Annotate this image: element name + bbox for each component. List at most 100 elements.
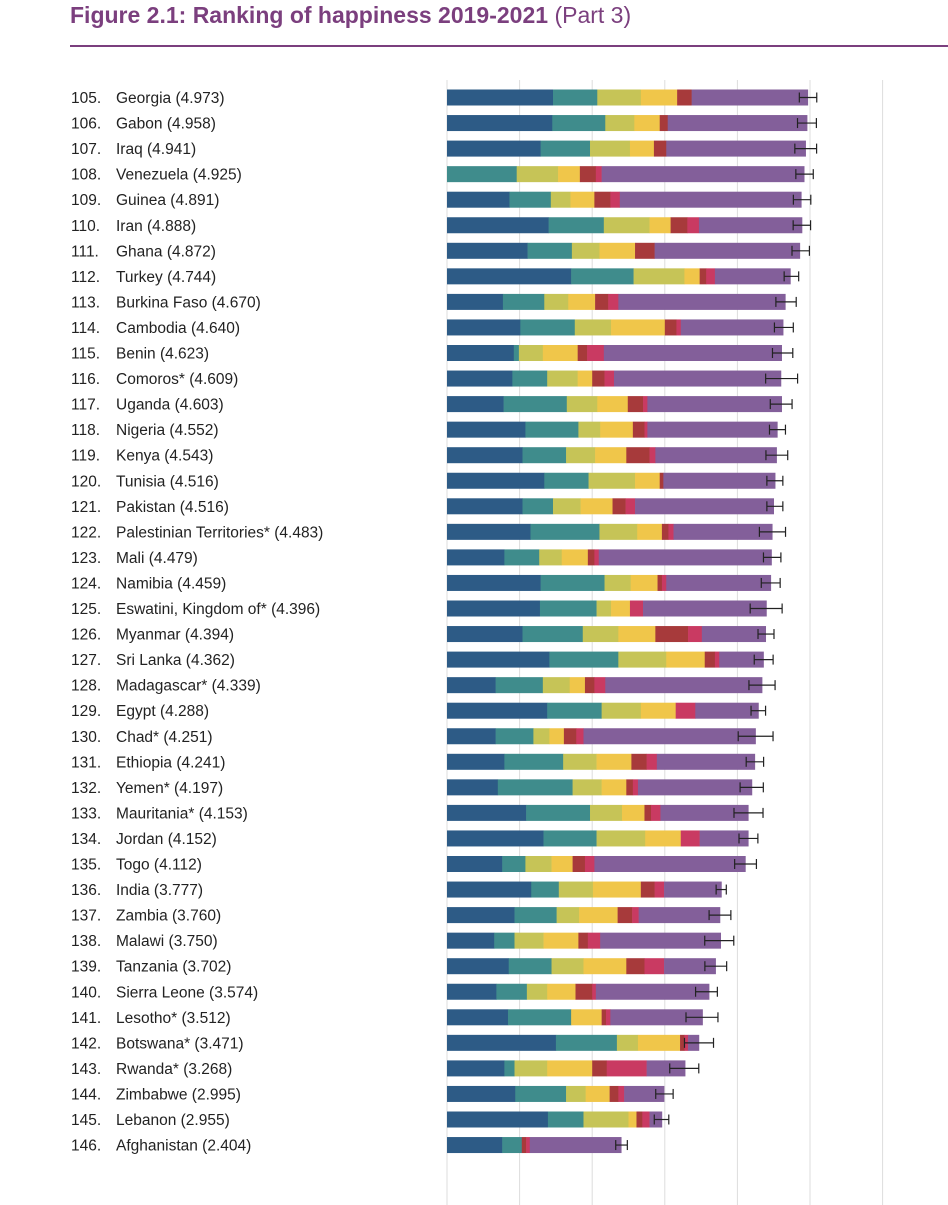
- bar-segment: [447, 549, 505, 566]
- country-label: Botswana* (3.471): [116, 1035, 244, 1052]
- bar-segment: [680, 830, 700, 847]
- figure-title-part: (Part 3): [554, 2, 632, 28]
- bar-segment: [447, 115, 553, 132]
- country-label: Iran (4.888): [116, 218, 196, 235]
- bar-segment: [540, 574, 605, 591]
- rank-label: 130.: [71, 729, 101, 746]
- bar-segment: [447, 472, 545, 489]
- rank-label: 114.: [71, 320, 100, 337]
- bar-segment: [447, 804, 527, 821]
- bar-segment: [597, 396, 629, 413]
- bar-segment: [649, 217, 671, 234]
- bar-segment: [595, 166, 602, 183]
- chart-row: 146. Afghanistan (2.404): [71, 1137, 628, 1155]
- rank-label: 120.: [71, 473, 101, 490]
- bar-segment: [552, 115, 606, 132]
- chart-row: 106. Gabon (4.958): [71, 115, 817, 133]
- rank-label: 132.: [71, 780, 101, 797]
- chart-row: 143. Rwanda* (3.268): [71, 1060, 700, 1078]
- rank-label: 117.: [71, 397, 100, 414]
- rank-label: 135.: [71, 857, 101, 874]
- rank-label: 115.: [71, 346, 100, 363]
- bar-segment: [664, 958, 716, 975]
- bar-segment: [619, 191, 802, 208]
- bar-segment: [666, 651, 706, 668]
- bar-segment: [668, 523, 674, 540]
- bar-segment: [630, 574, 658, 591]
- country-label: Gabon (4.958): [116, 116, 216, 133]
- bar-segment: [556, 907, 580, 924]
- bar-segment: [651, 804, 661, 821]
- bar-segment: [587, 932, 601, 949]
- bar-segment: [525, 421, 579, 438]
- bar-segment: [447, 217, 549, 234]
- bar-segment: [531, 881, 560, 898]
- bar-segment: [603, 217, 650, 234]
- bar-segment: [640, 702, 676, 719]
- bar-segment: [502, 293, 545, 310]
- bar-segment: [646, 1060, 686, 1077]
- bar-segment: [555, 1034, 618, 1051]
- chart-row: 116. Comoros* (4.609): [71, 370, 799, 388]
- chart-row: 140. Sierra Leone (3.574): [71, 983, 718, 1001]
- chart-row: 112. Turkey (4.744): [71, 268, 800, 286]
- country-label: Namibia (4.459): [116, 575, 226, 592]
- bar-segment: [508, 958, 552, 975]
- rank-label: 140.: [71, 984, 101, 1001]
- bar-segment: [637, 523, 663, 540]
- bar-segment: [577, 345, 588, 361]
- bar-segment: [594, 191, 611, 208]
- bar-segment: [547, 1111, 584, 1128]
- bar-segment: [566, 396, 598, 413]
- bar-segment: [447, 1009, 509, 1026]
- bar-segment: [569, 677, 586, 694]
- chart-row: 113. Burkina Faso (4.670): [71, 293, 797, 311]
- rank-label: 126.: [71, 627, 101, 644]
- bar-segment: [447, 677, 496, 694]
- bar-segment: [514, 932, 544, 949]
- rank-label: 124.: [71, 575, 101, 592]
- country-label: Malawi (3.750): [116, 933, 218, 950]
- bar-segment: [680, 319, 784, 336]
- country-label: Palestinian Territories* (4.483): [116, 524, 323, 541]
- bar-segment: [600, 932, 722, 949]
- bar-segment: [447, 1111, 549, 1128]
- bar-segment: [659, 115, 669, 132]
- bar-segment: [558, 881, 594, 898]
- bar-segment: [632, 421, 645, 438]
- country-label: Benin (4.623): [116, 346, 209, 363]
- bar-segment: [664, 319, 677, 336]
- bar-segment: [571, 1009, 602, 1026]
- figure-title-main: Figure 2.1: Ranking of happiness 2019-20…: [70, 2, 549, 28]
- bar-segment: [504, 549, 540, 566]
- chart-row: 120. Tunisia (4.516): [71, 472, 784, 490]
- bar-segment: [566, 447, 596, 464]
- title-rule: [70, 45, 948, 47]
- rank-label: 131.: [71, 754, 101, 771]
- bar-segment: [514, 907, 557, 924]
- chart-row: 139. Tanzania (3.702): [71, 958, 728, 976]
- bar-segment: [626, 958, 645, 975]
- bar-segment: [618, 651, 667, 668]
- bar-segment: [642, 1111, 650, 1128]
- rank-label: 105.: [71, 90, 101, 107]
- bar-segment: [629, 140, 655, 157]
- chart-row: 108. Venezuela (4.925): [71, 166, 814, 184]
- country-label: Guinea (4.891): [116, 192, 219, 209]
- bar-segment: [624, 1085, 665, 1102]
- bar-segment: [447, 728, 496, 745]
- bar-segment: [596, 830, 646, 847]
- bar-segment: [632, 779, 639, 796]
- bar-segment: [495, 728, 534, 745]
- chart-row: 110. Iran (4.888): [71, 217, 812, 235]
- rank-label: 127.: [71, 652, 101, 669]
- bar-segment: [548, 217, 605, 234]
- bar-segment: [547, 1060, 593, 1077]
- bar-segment: [663, 472, 776, 489]
- bar-segment: [719, 651, 764, 668]
- rank-label: 142.: [71, 1035, 101, 1052]
- country-label: Myanmar (4.394): [116, 627, 234, 644]
- bar-segment: [587, 345, 605, 361]
- rank-label: 106.: [71, 116, 101, 133]
- chart-row: 130. Chad* (4.251): [71, 728, 774, 746]
